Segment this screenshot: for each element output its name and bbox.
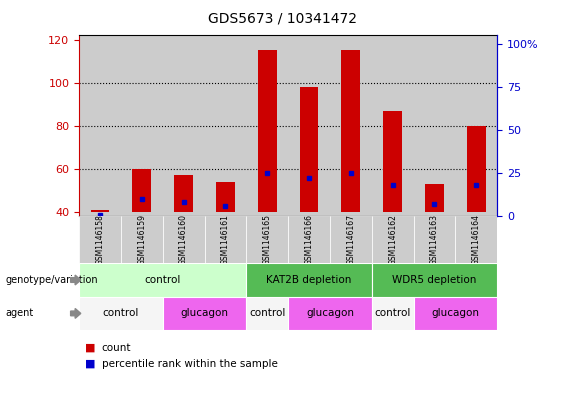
Text: control: control [145, 275, 181, 285]
Bar [163, 216, 205, 263]
Bar [258, 50, 277, 212]
Bar [174, 175, 193, 212]
Bar [372, 263, 497, 297]
Text: GDS5673 / 10341472: GDS5673 / 10341472 [208, 12, 357, 26]
Bar [288, 216, 330, 263]
Bar [455, 216, 497, 263]
Text: ■: ■ [85, 358, 95, 369]
Bar [90, 210, 110, 212]
Bar [467, 126, 486, 212]
Bar [163, 297, 246, 330]
Bar [330, 35, 372, 216]
Bar [205, 35, 246, 216]
Text: glucagon: glucagon [306, 309, 354, 318]
Bar [79, 297, 163, 330]
Bar [455, 35, 497, 216]
Text: percentile rank within the sample: percentile rank within the sample [102, 358, 277, 369]
Bar [79, 216, 121, 263]
Text: ■: ■ [85, 343, 95, 353]
Bar [79, 35, 121, 216]
Bar [372, 297, 414, 330]
Text: KAT2B depletion: KAT2B depletion [266, 275, 352, 285]
Text: GSM1146165: GSM1146165 [263, 214, 272, 265]
Text: genotype/variation: genotype/variation [6, 275, 98, 285]
Text: glucagon: glucagon [181, 309, 228, 318]
Bar [299, 87, 319, 212]
Text: GSM1146158: GSM1146158 [95, 214, 105, 265]
Bar [246, 297, 288, 330]
Text: control: control [249, 309, 285, 318]
Bar [205, 216, 246, 263]
Text: GSM1146161: GSM1146161 [221, 214, 230, 265]
Text: GSM1146159: GSM1146159 [137, 214, 146, 265]
Bar [246, 216, 288, 263]
Bar [414, 216, 455, 263]
Text: GSM1146164: GSM1146164 [472, 214, 481, 265]
Bar [288, 35, 330, 216]
Bar [425, 184, 444, 212]
Text: WDR5 depletion: WDR5 depletion [392, 275, 477, 285]
Bar [121, 35, 163, 216]
Text: control: control [103, 309, 139, 318]
Bar [383, 111, 402, 212]
Text: control: control [375, 309, 411, 318]
Bar [372, 35, 414, 216]
Bar [288, 297, 372, 330]
Bar [330, 216, 372, 263]
Bar [372, 216, 414, 263]
Text: glucagon: glucagon [432, 309, 479, 318]
Bar [414, 35, 455, 216]
Bar [246, 263, 372, 297]
Bar [246, 35, 288, 216]
Bar [341, 50, 360, 212]
Bar [216, 182, 235, 212]
Bar [132, 169, 151, 212]
Text: GSM1146167: GSM1146167 [346, 214, 355, 265]
Text: GSM1146162: GSM1146162 [388, 214, 397, 265]
Text: GSM1146160: GSM1146160 [179, 214, 188, 265]
Bar [121, 216, 163, 263]
Text: agent: agent [6, 309, 34, 318]
Bar [163, 35, 205, 216]
Bar [414, 297, 497, 330]
Bar [79, 263, 246, 297]
Text: GSM1146163: GSM1146163 [430, 214, 439, 265]
Text: GSM1146166: GSM1146166 [305, 214, 314, 265]
Text: count: count [102, 343, 131, 353]
